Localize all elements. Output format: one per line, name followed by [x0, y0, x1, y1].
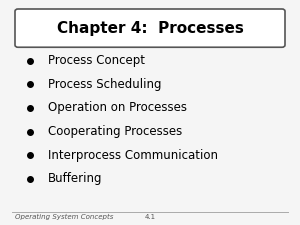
Text: Buffering: Buffering: [48, 172, 103, 185]
Text: Chapter 4:  Processes: Chapter 4: Processes: [57, 21, 243, 36]
Text: Interprocess Communication: Interprocess Communication: [48, 149, 218, 162]
FancyBboxPatch shape: [15, 9, 285, 47]
Text: Operation on Processes: Operation on Processes: [48, 101, 187, 115]
Text: Operating System Concepts: Operating System Concepts: [15, 214, 113, 220]
Text: Process Scheduling: Process Scheduling: [48, 78, 161, 91]
Text: 4.1: 4.1: [144, 214, 156, 220]
Text: Process Concept: Process Concept: [48, 54, 145, 67]
Text: Cooperating Processes: Cooperating Processes: [48, 125, 182, 138]
